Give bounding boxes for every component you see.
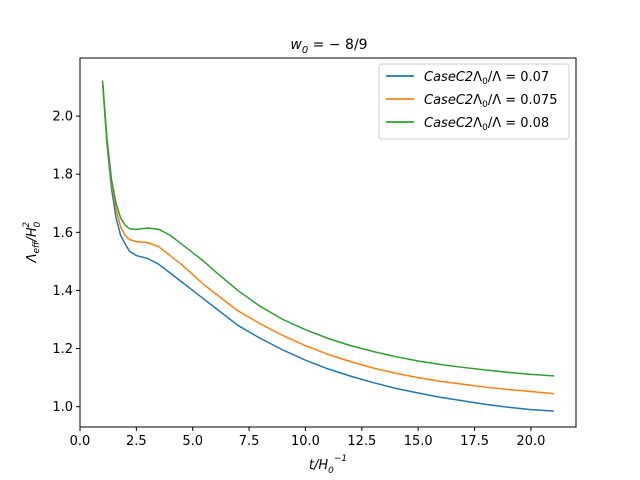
y-tick-label: 1.0 — [52, 400, 73, 415]
plot-area — [79, 57, 577, 428]
x-tick-label: 17.5 — [460, 434, 489, 449]
y-tick-label: 1.4 — [52, 284, 73, 299]
series-layer — [101, 80, 555, 412]
legend: CaseC2Λ0/Λ = 0.07 CaseC2Λ0/Λ = 0.075 CaseC… — [378, 63, 570, 140]
axes-frame — [79, 57, 577, 428]
x-axis-label: t/H0−1 — [309, 454, 347, 476]
chart-title: w0 = − 8/9 — [290, 37, 367, 56]
x-tick-label: 12.5 — [347, 434, 376, 449]
x-tick-label: 7.5 — [239, 434, 260, 449]
legend-label-1: CaseC2Λ0/Λ = 0.075 — [424, 93, 557, 110]
y-tick-label: 2.0 — [52, 110, 73, 125]
x-axis: 0.0 2.5 5.0 7.5 10.0 12.5 15.0 17.5 20.0 — [70, 427, 545, 449]
y-axis-label: Λeff/H02 — [22, 221, 43, 263]
legend-box — [378, 63, 570, 140]
x-tick-label: 15.0 — [404, 434, 433, 449]
x-tick-label: 0.0 — [70, 434, 91, 449]
x-tick-label: 20.0 — [516, 434, 545, 449]
series-line-1 — [101, 80, 555, 395]
legend-label-2: CaseC2Λ0/Λ = 0.08 — [424, 116, 549, 133]
y-tick-label: 1.2 — [52, 342, 73, 357]
series-line-2 — [101, 80, 555, 377]
legend-label-0: CaseC2Λ0/Λ = 0.07 — [424, 70, 549, 87]
y-axis: 1.0 1.2 1.4 1.6 1.8 2.0 — [52, 110, 80, 415]
series-line-0 — [101, 80, 555, 412]
x-tick-label: 2.5 — [126, 434, 147, 449]
y-tick-label: 1.8 — [52, 168, 73, 183]
x-tick-label: 10.0 — [291, 434, 320, 449]
x-tick-label: 5.0 — [182, 434, 203, 449]
y-tick-label: 1.6 — [52, 226, 73, 241]
